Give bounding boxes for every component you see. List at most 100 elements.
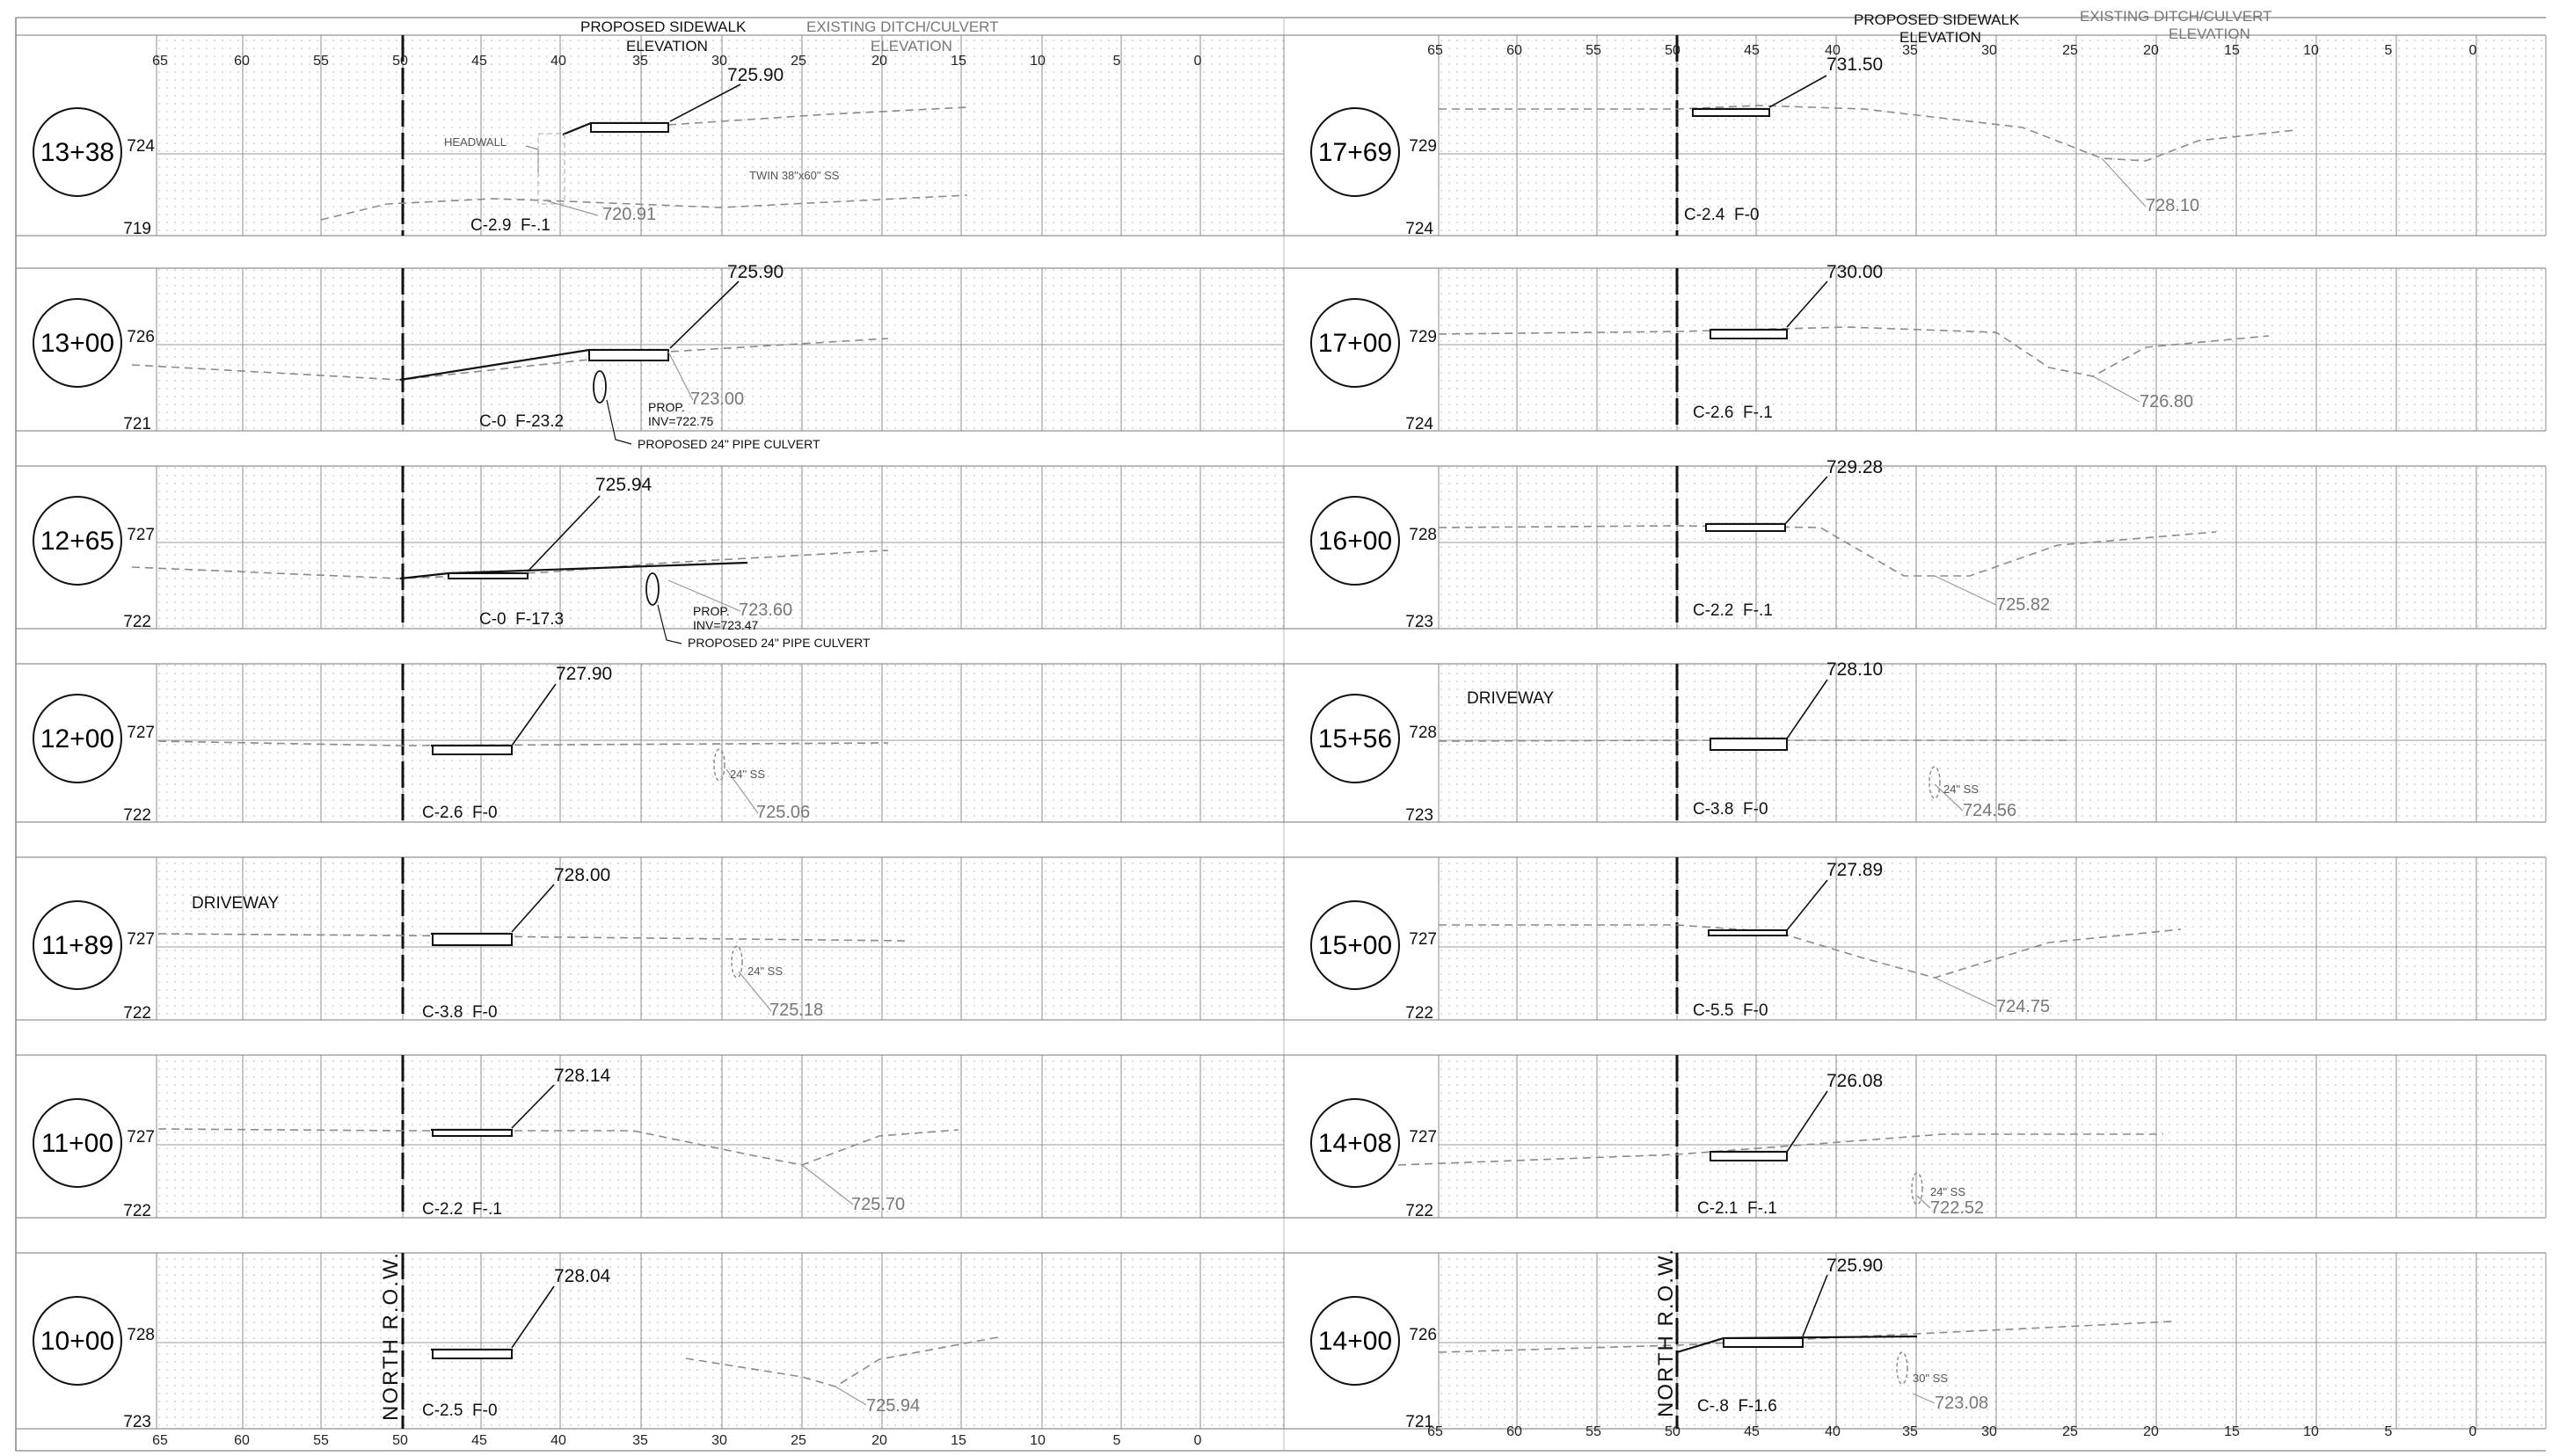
offset-tick-label: 55 xyxy=(313,1433,329,1448)
storm-sewer-note: 24" SS xyxy=(1943,783,1979,796)
sidewalk-slab xyxy=(448,572,529,579)
dot-grid xyxy=(1439,268,2546,431)
dot-grid xyxy=(157,268,1284,431)
station-bubble xyxy=(33,694,122,783)
proposed-grade-value: 728.00 xyxy=(554,865,610,885)
proposed-grade-leader xyxy=(669,84,741,122)
offset-tick-label: 60 xyxy=(1506,43,1522,58)
existing-ground-line xyxy=(157,740,889,746)
dot-grid xyxy=(157,35,1284,236)
existing-grade-leader xyxy=(835,1386,867,1406)
proposed-grade-leader xyxy=(1802,1274,1828,1337)
proposed-grade-value: 727.89 xyxy=(1826,860,1883,880)
cut-fill-label: C-2.6 F-.1 xyxy=(1693,404,1773,422)
cut-fill-label: C-2.2 F-.1 xyxy=(1693,601,1773,620)
sidewalk-slab xyxy=(590,122,669,133)
existing-grade-leader xyxy=(1912,1393,1936,1404)
prop-note: PROP. xyxy=(648,400,685,414)
offset-tick-label: 50 xyxy=(1665,1424,1680,1439)
elevation-label-upper: 728 xyxy=(1409,724,1437,742)
cut-fill-label: C-2.9 F-.1 xyxy=(470,216,550,235)
offset-tick-label: 40 xyxy=(550,54,566,69)
invert-note: INV=722.75 xyxy=(648,414,714,428)
proposed-sidewalk-header-line2: ELEVATION xyxy=(626,38,708,55)
offset-tick-label: 5 xyxy=(1113,1433,1121,1448)
station-label: 11+89 xyxy=(41,931,113,960)
existing-ground-line xyxy=(131,550,889,579)
offset-tick-label: 15 xyxy=(2224,1424,2240,1439)
existing-grade-value: 723.00 xyxy=(690,389,744,409)
existing-grade-leader xyxy=(667,579,741,612)
offset-tick-label: 35 xyxy=(632,54,648,69)
existing-grade-value: 725.94 xyxy=(866,1396,920,1416)
elevation-label-upper: 727 xyxy=(1409,930,1437,949)
station-bubble xyxy=(33,1296,122,1386)
sidewalk-slab xyxy=(1708,929,1788,936)
station-label: 11+00 xyxy=(41,1129,113,1158)
existing-ground-line xyxy=(1439,105,2296,162)
elevation-label-lower: 719 xyxy=(123,220,151,238)
cut-fill-label: C-2.6 F-0 xyxy=(422,804,498,822)
existing-grade-leader xyxy=(738,971,772,1012)
existing-grade-value: 722.52 xyxy=(1930,1198,1984,1218)
offset-tick-label: 40 xyxy=(1825,1424,1841,1439)
proposed-grade-leader xyxy=(1768,75,1827,108)
offset-tick-label: 55 xyxy=(313,54,329,69)
existing-grade-value: 723.60 xyxy=(739,601,792,620)
culvert-leader xyxy=(657,604,682,644)
offset-tick-label: 45 xyxy=(1744,1424,1760,1439)
existing-grade-leader xyxy=(1934,783,1964,812)
proposed-grade-value: 725.90 xyxy=(727,262,784,282)
sidewalk-slab xyxy=(588,349,669,361)
pipe-culvert-symbol xyxy=(593,370,607,404)
offset-tick-label: 20 xyxy=(871,54,887,69)
offset-tick-label: 20 xyxy=(2143,1424,2159,1439)
dot-grid xyxy=(1439,857,2546,1020)
cut-fill-label: C-2.5 F-0 xyxy=(422,1401,498,1420)
dot-grid xyxy=(157,664,1284,822)
storm-sewer-note: 30" SS xyxy=(1913,1372,1948,1385)
proposed-sidewalk-header-right-line2: ELEVATION xyxy=(1899,29,1981,46)
headwall-outline xyxy=(537,133,565,205)
offset-tick-label: 30 xyxy=(711,54,727,69)
offset-tick-label: 20 xyxy=(2143,43,2159,58)
offset-tick-label: 15 xyxy=(951,54,966,69)
proposed-grade-leader xyxy=(511,884,555,933)
sidewalk-slab xyxy=(432,933,513,946)
dot-grid xyxy=(1439,1253,2546,1429)
station-bubble xyxy=(1310,107,1400,197)
station-label: 16+00 xyxy=(1318,527,1392,556)
offset-tick-label: 55 xyxy=(1586,43,1601,58)
proposed-grade-leader xyxy=(511,1285,555,1349)
proposed-grade-leader xyxy=(1784,476,1828,525)
existing-ground-line xyxy=(1438,739,2067,742)
storm-sewer-symbol xyxy=(1928,766,1941,799)
offset-tick-label: 5 xyxy=(2385,1424,2393,1439)
existing-grade-value: 725.82 xyxy=(1996,595,2050,615)
elevation-label-lower: 722 xyxy=(123,1004,151,1023)
elevation-label-lower: 723 xyxy=(1405,806,1433,825)
dot-grid xyxy=(157,1055,1284,1218)
elevation-label-upper: 727 xyxy=(1409,1128,1437,1147)
offset-tick-label: 10 xyxy=(2303,1424,2319,1439)
existing-grade-value: 724.75 xyxy=(1996,997,2050,1016)
offset-tick-label: 45 xyxy=(471,54,487,69)
existing-grade-leader xyxy=(2092,375,2140,403)
offset-tick-label: 5 xyxy=(2385,43,2393,58)
storm-sewer-note: 24" SS xyxy=(1930,1185,1965,1198)
culvert-leader xyxy=(606,399,632,445)
proposed-grade-leader xyxy=(1786,879,1828,931)
existing-ditch-header-right-line2: ELEVATION xyxy=(2169,25,2250,42)
headwall-note: HEADWALL xyxy=(444,135,507,149)
driveway-label: DRIVEWAY xyxy=(1467,689,1555,708)
offset-tick-label: 35 xyxy=(1902,43,1918,58)
offset-tick-label: 45 xyxy=(1744,43,1760,58)
cut-fill-label: C-2.1 F-.1 xyxy=(1697,1199,1777,1218)
station-label: 13+38 xyxy=(40,138,114,167)
offset-tick-label: 20 xyxy=(871,1433,887,1448)
offset-tick-label: 60 xyxy=(1506,1424,1522,1439)
elevation-label-lower: 723 xyxy=(1405,613,1433,631)
proposed-grade-value: 725.90 xyxy=(727,65,784,85)
proposed-grade-leader xyxy=(1786,679,1828,739)
offset-tick-label: 55 xyxy=(1586,1424,1601,1439)
